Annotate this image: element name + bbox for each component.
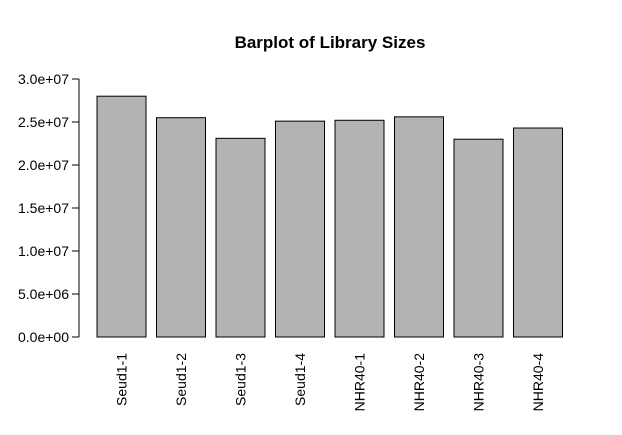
- y-tick-label: 5.0e+06: [18, 286, 69, 302]
- x-tick-label: NHR40-4: [530, 353, 546, 412]
- x-tick-label: Seud1-1: [114, 353, 130, 406]
- x-tick-label: NHR40-2: [411, 353, 427, 412]
- y-tick-label: 1.5e+07: [18, 200, 69, 216]
- bars-group: [96, 95, 563, 338]
- x-tick-label: Seud1-3: [233, 353, 249, 406]
- y-tick-label: 0.0e+00: [18, 329, 69, 345]
- y-tick-label: 3.0e+07: [18, 71, 69, 87]
- bar-nhr40-3: [453, 138, 504, 338]
- bar-seud1-3: [215, 137, 266, 338]
- bar-seud1-4: [275, 120, 325, 338]
- y-tick-label: 2.5e+07: [18, 114, 69, 130]
- y-axis: 0.0e+00 5.0e+06 1.0e+07 1.5e+07 2.0e+07 2.5e+…: [18, 71, 80, 345]
- bar-nhr40-2: [394, 116, 444, 338]
- chart-title: Barplot of Library Sizes: [235, 33, 426, 52]
- x-tick-label: NHR40-1: [352, 353, 368, 412]
- bar-seud1-1: [96, 95, 147, 338]
- bar-nhr40-1: [334, 119, 385, 338]
- bar-seud1-2: [156, 117, 206, 338]
- x-tick-label: NHR40-3: [471, 353, 487, 412]
- x-tick-labels: Seud1-1 Seud1-2 Seud1-3 Seud1-4 NHR40-1 NHR40…: [114, 353, 547, 412]
- y-tick-label: 2.0e+07: [18, 157, 69, 173]
- x-tick-label: Seud1-4: [292, 353, 308, 406]
- x-tick-label: Seud1-2: [173, 353, 189, 406]
- y-tick-label: 1.0e+07: [18, 243, 69, 259]
- bar-nhr40-4: [513, 127, 563, 338]
